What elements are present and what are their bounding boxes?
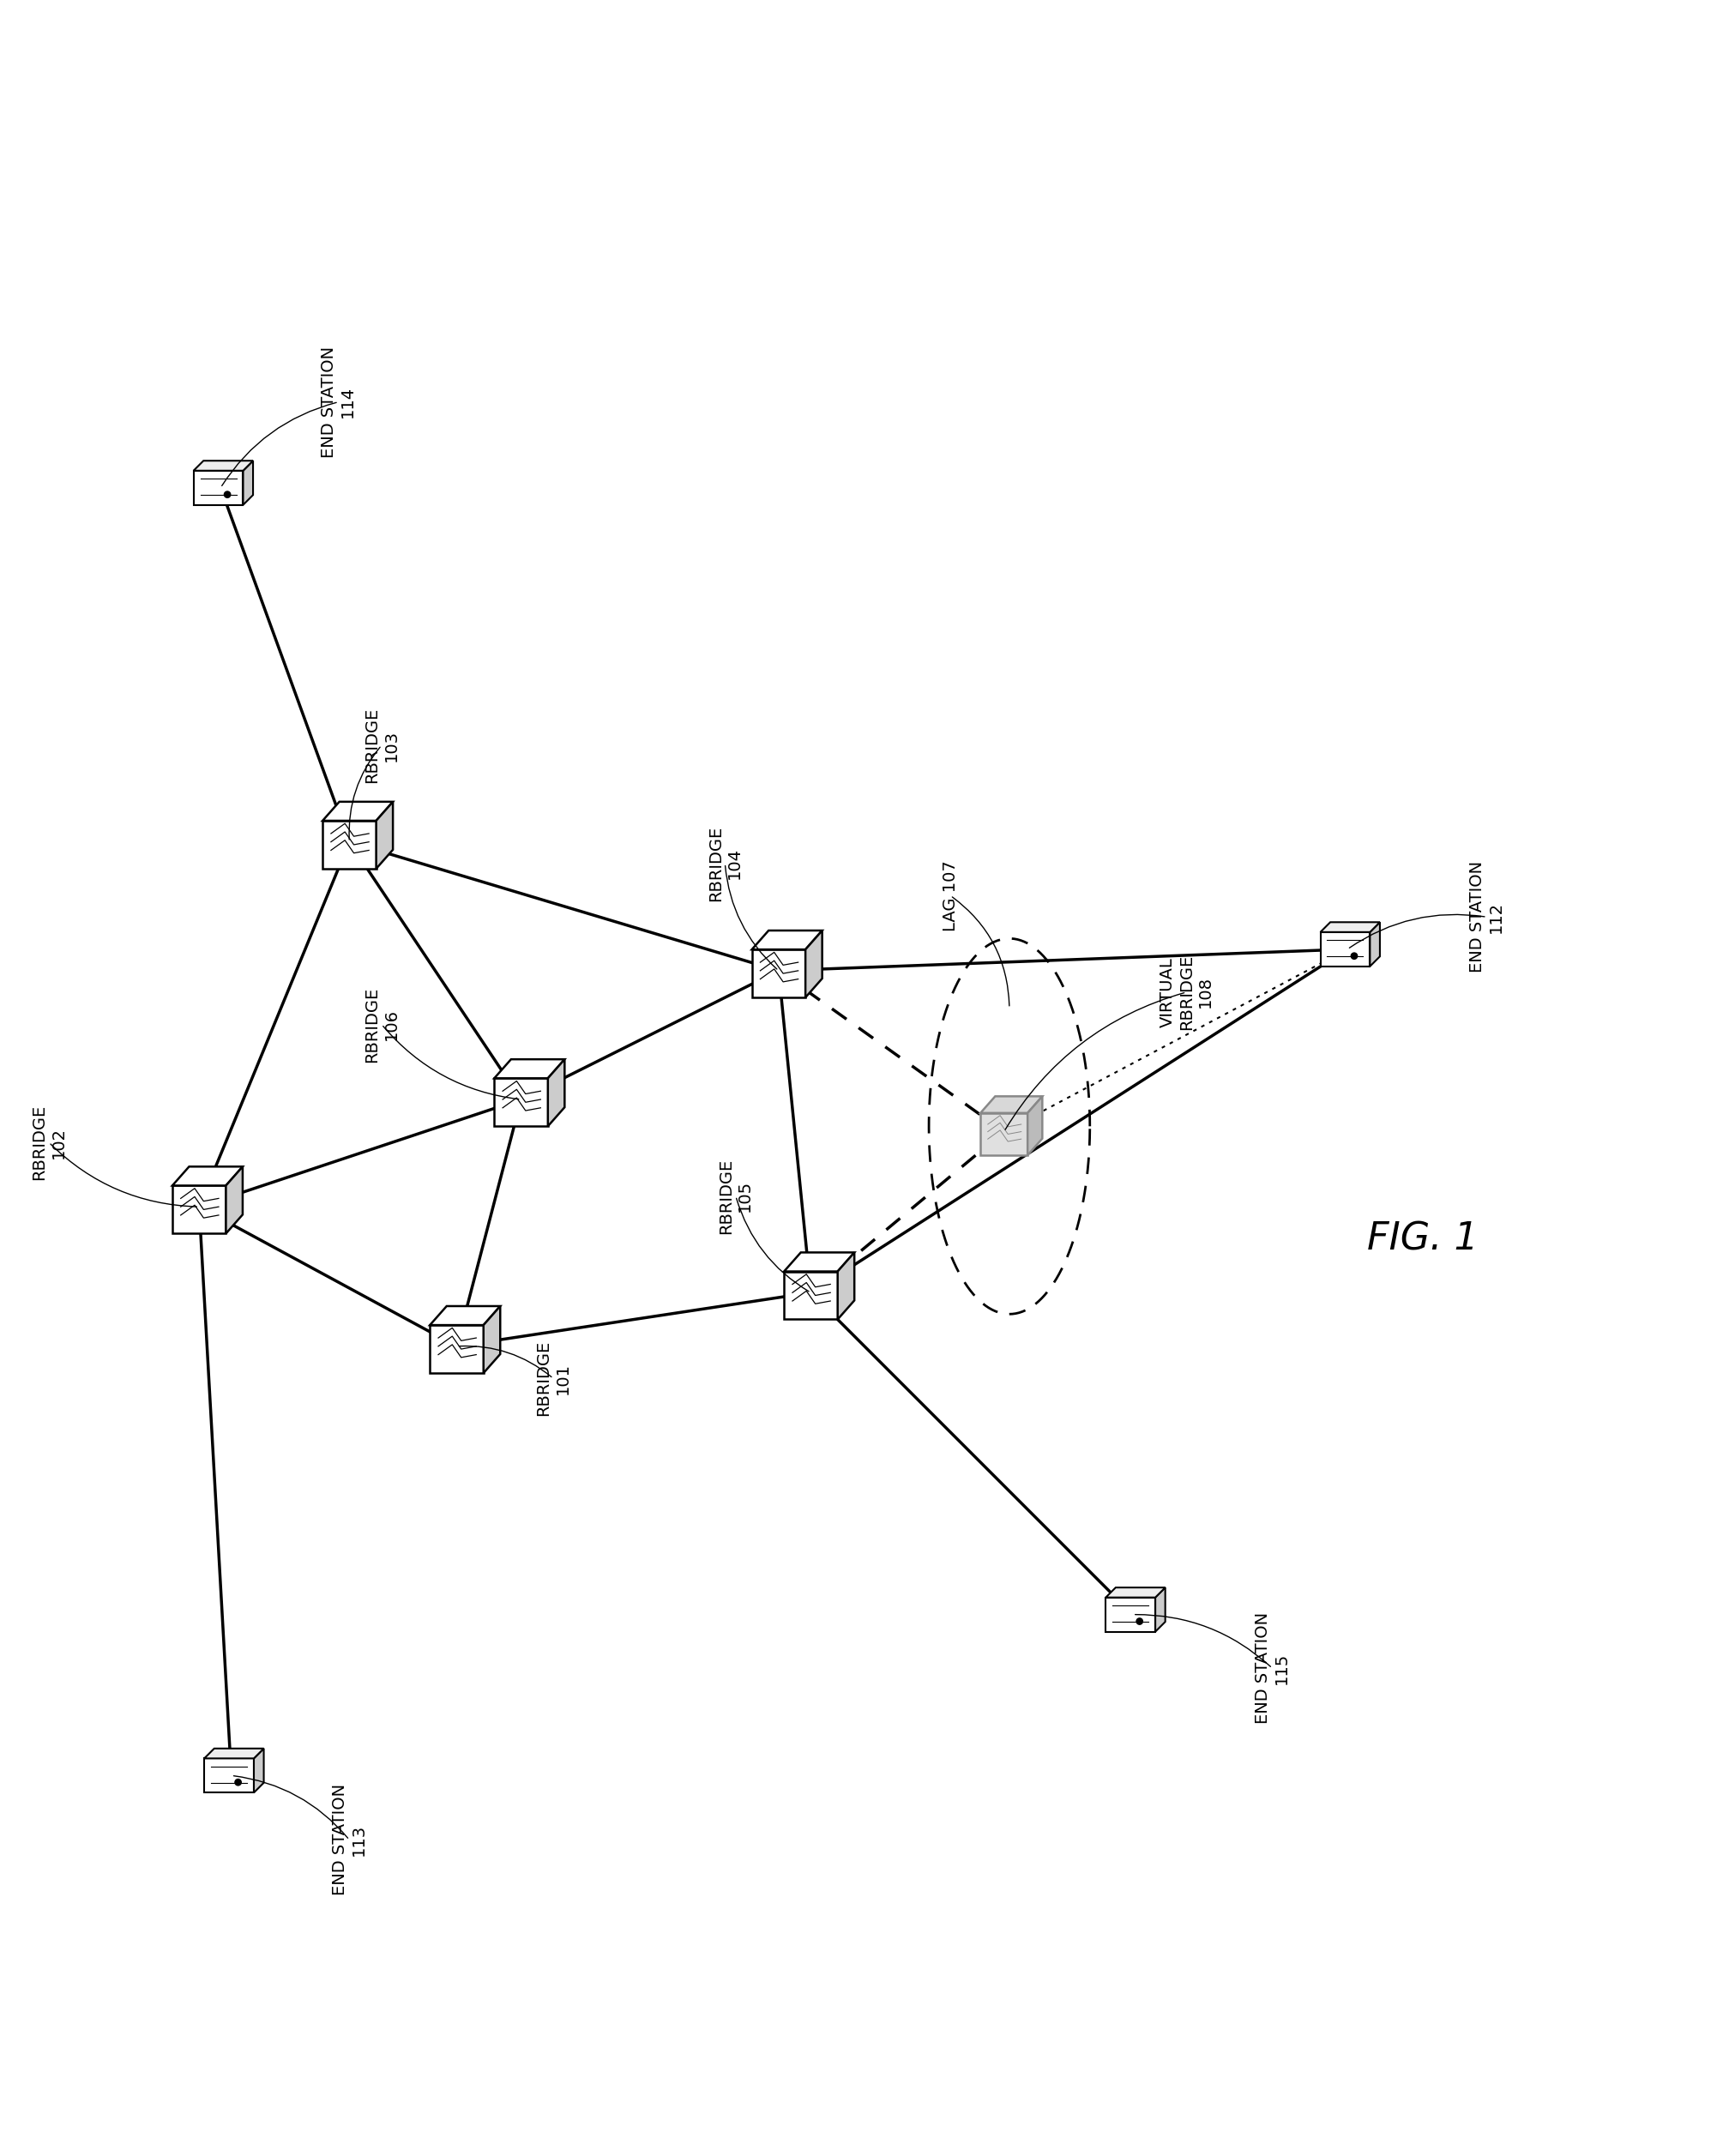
Polygon shape (194, 461, 252, 470)
Polygon shape (806, 931, 823, 998)
Text: RBRIDGE
104: RBRIDGE 104 (707, 826, 742, 901)
Polygon shape (226, 1166, 242, 1233)
Text: END STATION
115: END STATION 115 (1255, 1613, 1290, 1725)
Polygon shape (244, 461, 252, 505)
Polygon shape (752, 949, 806, 998)
Circle shape (1136, 1619, 1143, 1623)
Polygon shape (323, 802, 392, 821)
Polygon shape (1369, 923, 1380, 966)
Polygon shape (1027, 1095, 1043, 1156)
Text: END STATION
114: END STATION 114 (322, 347, 356, 457)
Text: RBRIDGE
105: RBRIDGE 105 (718, 1158, 754, 1233)
Polygon shape (1155, 1587, 1165, 1632)
Polygon shape (980, 1095, 1043, 1112)
Text: RBRIDGE
106: RBRIDGE 106 (365, 987, 399, 1063)
Polygon shape (980, 1112, 1027, 1156)
Polygon shape (783, 1272, 837, 1319)
Polygon shape (431, 1326, 484, 1373)
Polygon shape (173, 1166, 242, 1186)
Polygon shape (194, 470, 244, 505)
Polygon shape (254, 1749, 265, 1792)
Text: FIG. 1: FIG. 1 (1368, 1220, 1478, 1257)
Polygon shape (494, 1078, 548, 1125)
Polygon shape (837, 1253, 854, 1319)
Polygon shape (484, 1307, 500, 1373)
Polygon shape (1321, 923, 1380, 931)
Circle shape (1350, 953, 1357, 959)
Polygon shape (1107, 1598, 1155, 1632)
Polygon shape (204, 1749, 265, 1759)
Text: RBRIDGE
101: RBRIDGE 101 (536, 1341, 571, 1416)
Text: END STATION
112: END STATION 112 (1470, 860, 1504, 972)
Text: LAG 107: LAG 107 (942, 860, 958, 931)
Polygon shape (377, 802, 392, 869)
Polygon shape (173, 1186, 226, 1233)
Polygon shape (752, 931, 823, 949)
Polygon shape (204, 1759, 254, 1792)
Polygon shape (431, 1307, 500, 1326)
Text: RBRIDGE
102: RBRIDGE 102 (31, 1104, 66, 1179)
Circle shape (225, 492, 230, 498)
Text: END STATION
113: END STATION 113 (332, 1785, 367, 1895)
Circle shape (235, 1779, 242, 1785)
Polygon shape (494, 1059, 565, 1078)
Polygon shape (1321, 931, 1369, 966)
Text: VIRTUAL
RBRIDGE
108: VIRTUAL RBRIDGE 108 (1160, 955, 1214, 1031)
Polygon shape (548, 1059, 565, 1125)
Text: RBRIDGE
103: RBRIDGE 103 (365, 707, 399, 783)
Polygon shape (323, 821, 377, 869)
Polygon shape (783, 1253, 854, 1272)
Polygon shape (1107, 1587, 1165, 1598)
